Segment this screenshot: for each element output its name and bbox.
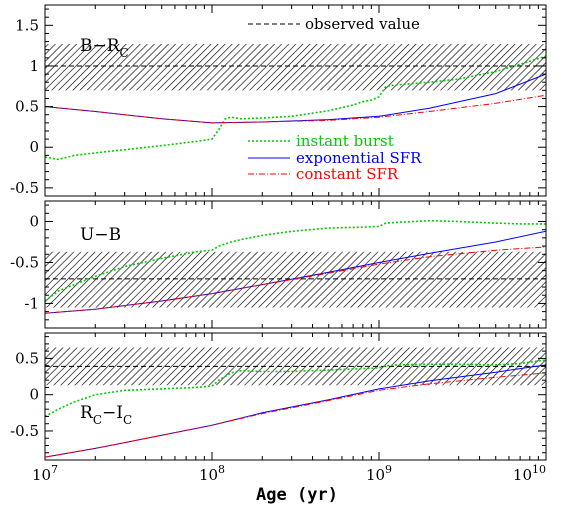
panel-label-rc-ic-sub: C [93, 413, 102, 427]
y-tick-label-u-b: 0 [29, 212, 39, 230]
y-tick-label-b-rc: 0 [29, 138, 39, 156]
series-line-exponential-sfr-rc-ic [45, 364, 546, 458]
panel-label-rc-ic: RC−IC [80, 403, 132, 427]
panel-b-rc: -0.5 0 0.5 1 1.5 [10, 4, 547, 197]
svg-text:RC−IC: RC−IC [80, 403, 132, 427]
legend-label-instant-burst: instant burst [296, 132, 394, 150]
observed-band-b-rc [45, 44, 546, 91]
series-line-constant-sfr-u-b [45, 246, 546, 314]
series-line-constant-sfr-b-rc [45, 94, 546, 124]
panel-label-u-b-main: U−B [80, 225, 121, 245]
series-line-constant-sfr-rc-ic [45, 372, 546, 458]
series-line-instant-burst-rc-ic [45, 359, 546, 418]
x-tick-label-exponent: 9 [385, 463, 392, 476]
x-tick-label-base: 10 [513, 466, 532, 484]
x-tick-label-exponent: 7 [51, 463, 58, 476]
x-axis-label: Age (yr) [256, 485, 338, 505]
panel-u-b: -1 -0.5 0 [10, 200, 547, 329]
legend-label-exponential-sfr: exponential SFR [296, 149, 422, 167]
series-legend: instant burst exponential SFR constant S… [248, 132, 422, 183]
observed-legend-label: observed value [305, 15, 420, 33]
x-tick-label-base: 10 [32, 466, 51, 484]
series-line-instant-burst-u-b [45, 219, 546, 302]
y-tick-label-u-b: -0.5 [10, 253, 39, 271]
y-tick-label-u-b: -1 [24, 294, 39, 312]
x-tick-label-base: 10 [199, 466, 218, 484]
series-line-exponential-sfr-b-rc [45, 73, 546, 124]
y-tick-label-b-rc: 1 [29, 57, 39, 75]
panel-label-rc-ic-main2: −I [102, 403, 123, 423]
y-tick-label-rc-ic: 0 [29, 386, 39, 404]
panel-label-rc-ic-sub2: C [123, 413, 132, 427]
y-tick-label-b-rc: -0.5 [10, 179, 39, 197]
x-tick-label-exponent: 8 [218, 463, 225, 476]
x-tick-label: 1010 [513, 463, 546, 484]
panel-frame-b-rc [44, 4, 547, 197]
observed-legend: observed value [248, 15, 420, 33]
x-tick-label: 108 [199, 463, 225, 484]
legend-label-constant-sfr: constant SFR [296, 165, 399, 183]
panel-rc-ic: -0.5 0 0.5 [10, 332, 547, 461]
panel-frame-rc-ic [44, 332, 547, 461]
x-tick-label-exponent: 10 [532, 463, 546, 476]
x-tick-label: 109 [366, 463, 392, 484]
panel-label-u-b: U−B [80, 225, 121, 245]
y-tick-label-rc-ic: 0.5 [15, 349, 39, 367]
panel-frame-u-b [44, 200, 547, 329]
y-tick-label-rc-ic: -0.5 [10, 422, 39, 440]
y-tick-label-b-rc: 1.5 [15, 16, 39, 34]
observed-band-u-b [45, 251, 546, 308]
series-line-instant-burst-b-rc [45, 55, 546, 161]
panel-label-rc-ic-main: R [80, 403, 94, 423]
x-tick-label-base: 10 [366, 466, 385, 484]
x-tick-label: 107 [32, 463, 58, 484]
y-tick-label-b-rc: 0.5 [15, 98, 39, 116]
